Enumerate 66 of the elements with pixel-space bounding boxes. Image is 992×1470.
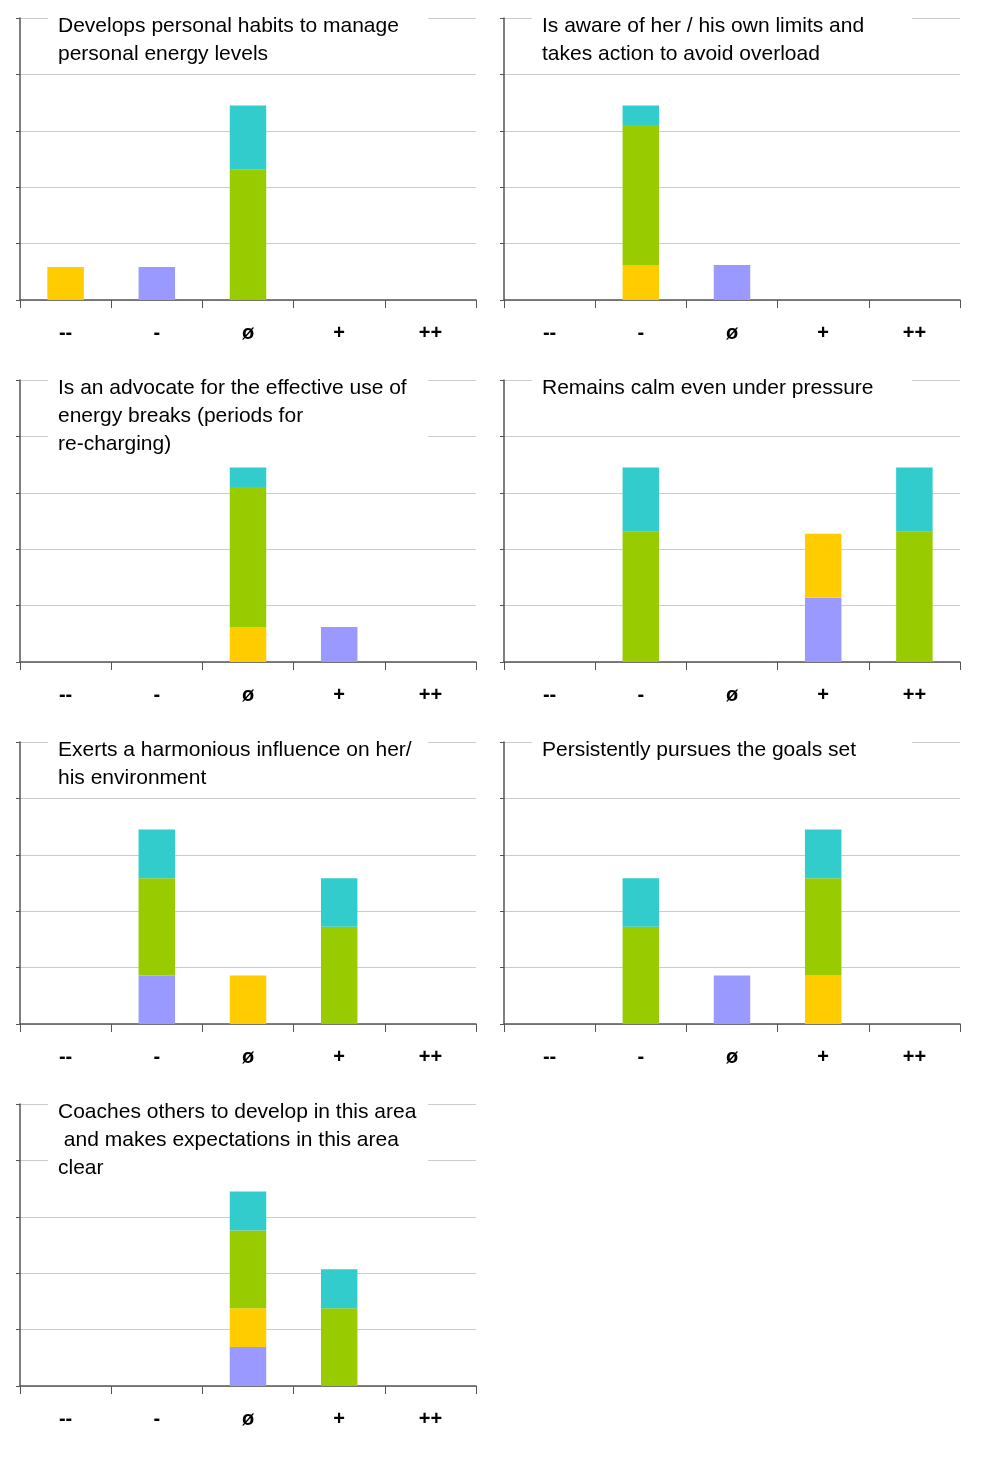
bar (896, 531, 933, 662)
chart-title: Coaches others to develop in this area and makes expectations in this area clear (58, 1098, 417, 1178)
chart-title: Persistently pursues the goals set (542, 736, 857, 760)
bar (229, 1347, 267, 1386)
x-tick-label: - (153, 321, 161, 343)
chart-title: Exerts a harmonious influence on her/his environment (58, 736, 412, 788)
x-tick-label: - (637, 321, 645, 343)
x-tick-label: + (333, 683, 346, 705)
x-tick-label: + (817, 321, 830, 343)
bar (804, 829, 842, 879)
bar (804, 533, 842, 598)
bar (622, 878, 660, 927)
x-tick-label: + (817, 1045, 830, 1067)
bar (320, 1269, 358, 1309)
x-tick-label: ++ (902, 683, 927, 705)
x-tick-label: ++ (902, 321, 927, 343)
chart-title: Is aware of her / his own limits and takes action to avoid overload (542, 12, 870, 64)
x-tick-label: ++ (418, 321, 443, 343)
bar (622, 926, 660, 1024)
bar (896, 467, 933, 532)
bar (229, 1191, 267, 1231)
x-tick-label: ø (241, 321, 255, 343)
x-tick-label: -- (542, 1045, 557, 1067)
bar (320, 1308, 358, 1386)
bar (320, 878, 358, 927)
x-tick-label: ø (725, 683, 739, 705)
bar (622, 467, 660, 532)
x-tick-label: -- (542, 321, 557, 343)
x-tick-label: - (153, 1407, 161, 1429)
x-tick-label: ++ (418, 683, 443, 705)
chart-title: Remains calm even under pressure (542, 374, 874, 398)
x-tick-label: + (333, 1045, 346, 1067)
bar (138, 975, 176, 1024)
x-tick-label: -- (58, 1407, 73, 1429)
bar (229, 975, 267, 1024)
x-tick-label: ø (725, 1045, 739, 1067)
x-tick-label: ++ (418, 1407, 443, 1429)
x-tick-label: ++ (902, 1045, 927, 1067)
x-tick-label: ø (241, 1045, 255, 1067)
x-tick-label: ø (241, 683, 255, 705)
bar (622, 531, 660, 662)
x-tick-label: + (333, 1407, 346, 1429)
x-tick-label: - (637, 683, 645, 705)
x-tick-label: - (153, 683, 161, 705)
x-tick-label: ø (725, 321, 739, 343)
x-tick-label: ø (241, 1407, 255, 1429)
bar (320, 926, 358, 1024)
bar (229, 1230, 267, 1309)
bar (804, 597, 842, 662)
bar (804, 975, 842, 1024)
bar (713, 975, 751, 1024)
bar (138, 829, 176, 879)
x-tick-label: ++ (418, 1045, 443, 1067)
x-tick-label: -- (58, 1045, 73, 1067)
x-tick-label: -- (542, 683, 557, 705)
chart-title: Develops personal habits to manage personal energy levels (58, 12, 405, 64)
x-tick-label: + (817, 683, 830, 705)
x-tick-label: - (637, 1045, 645, 1067)
bar (804, 878, 842, 976)
x-tick-label: + (333, 321, 346, 343)
x-tick-label: -- (58, 321, 73, 343)
x-tick-label: - (153, 1045, 161, 1067)
x-tick-label: -- (58, 683, 73, 705)
bar (138, 878, 176, 976)
bar (229, 1308, 267, 1348)
chart-title: Is an advocate for the effective use of energy breaks (periods for re-charging) (58, 374, 413, 454)
